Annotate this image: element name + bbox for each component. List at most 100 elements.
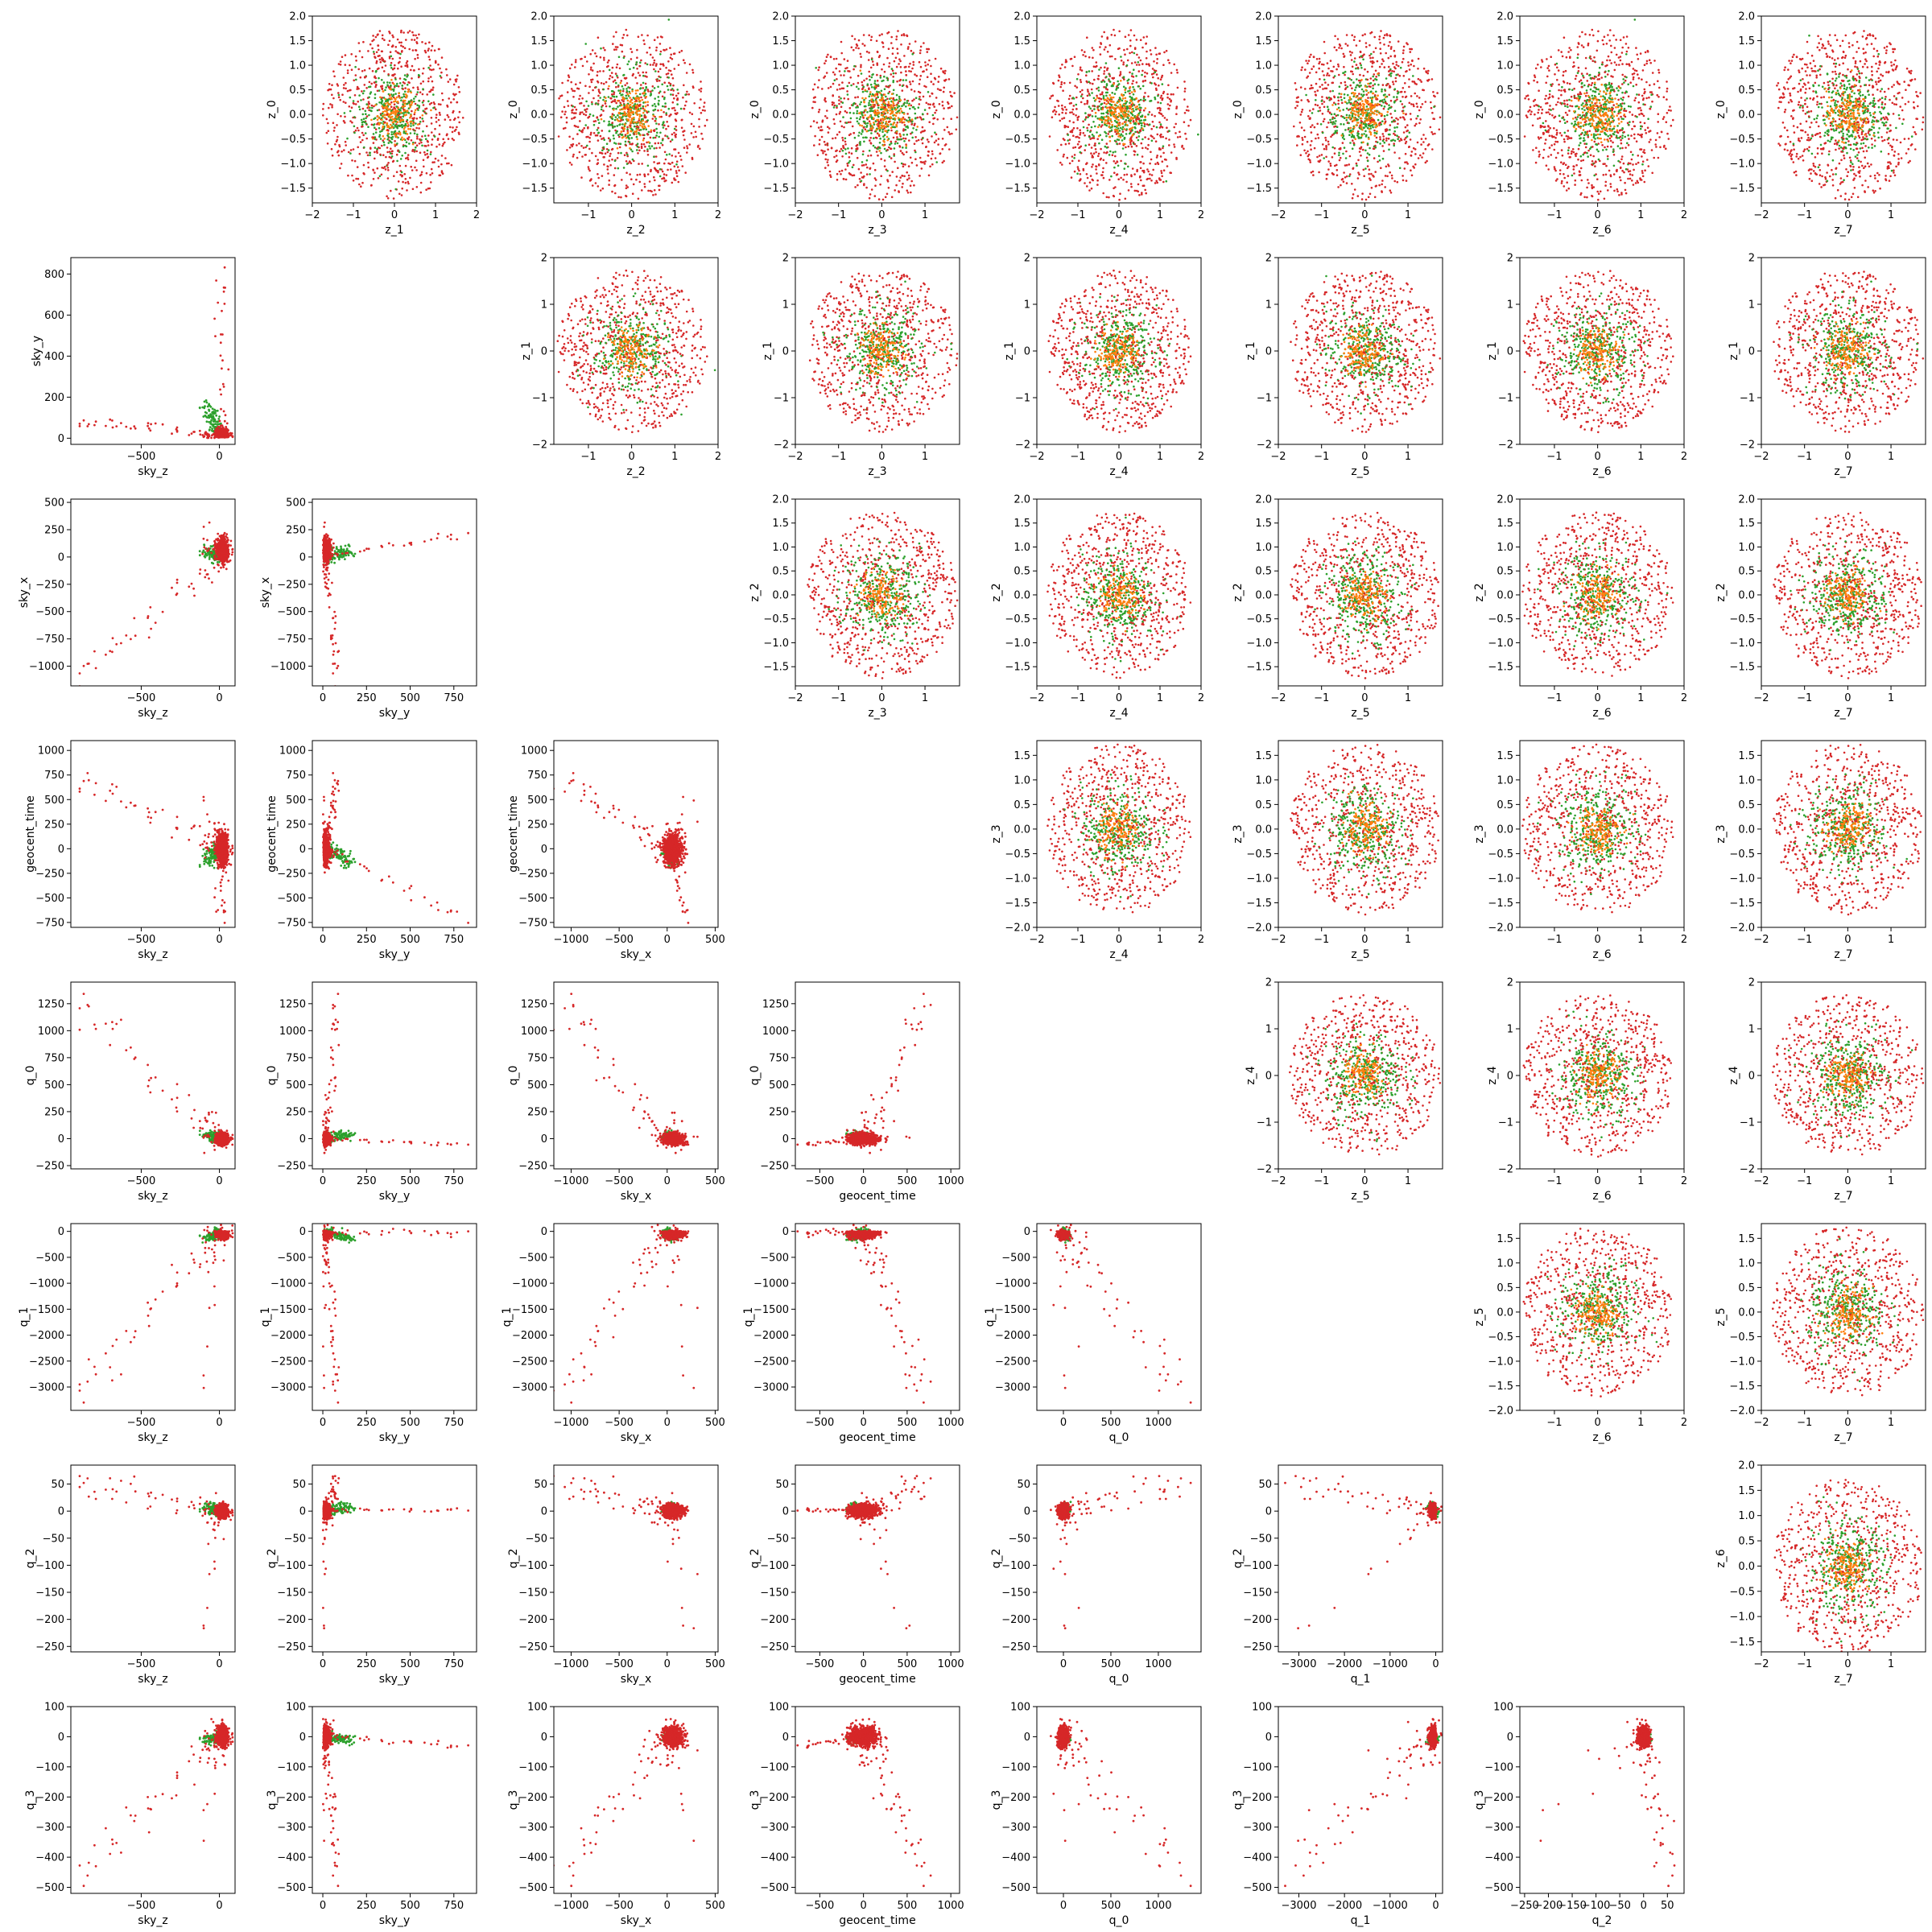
panel-z_0-vs-z_4-point-orange	[1130, 127, 1133, 130]
panel-z_0-vs-z_2-point-red	[592, 97, 595, 100]
panel-z_0-vs-z_3-point-green	[849, 112, 852, 114]
panel-z_0-vs-z_4-point-red	[1063, 117, 1066, 119]
panel-z_0-vs-z_3-point-green	[893, 72, 895, 75]
panel-z_0-vs-z_3-point-orange	[890, 105, 892, 108]
panel-z_0-vs-z_4-point-green	[1098, 142, 1100, 145]
panel-z_0-vs-z_2-point-red	[600, 135, 602, 138]
panel-z_0-vs-z_3-point-red	[859, 178, 861, 180]
panel-z_0-vs-z_2-point-red	[688, 143, 691, 146]
panel-z_0-vs-z_2-point-orange	[632, 105, 634, 108]
panel-z_0-vs-z_2-point-red	[560, 116, 563, 118]
panel-z_0-vs-z_4-point-red	[1103, 86, 1105, 89]
panel-z_0-vs-z_4-point-orange	[1126, 124, 1129, 126]
panel-z_0-vs-z_3-point-green	[878, 147, 881, 149]
panel-z_0-vs-z_1-point-green	[403, 78, 406, 80]
panel-z_0-vs-z_4-point-orange	[1121, 95, 1124, 97]
panel-z_0-vs-z_3-point-red	[878, 198, 881, 200]
panel-z_0-vs-z_4-point-orange	[1137, 108, 1140, 110]
panel-z_0-vs-z_3-point-red	[912, 61, 914, 64]
panel-z_0-vs-z_2-ylabel: z_0	[507, 100, 520, 118]
panel-z_0-vs-z_5-point-red	[1322, 88, 1324, 90]
panel-z_0-vs-z_2-point-green	[634, 126, 636, 128]
panel-z_0-vs-z_2-point-orange	[621, 137, 624, 139]
panel-z_0-vs-z_4-point-red	[1140, 39, 1142, 41]
panel-z_0-vs-z_4-point-red	[1099, 101, 1101, 103]
panel-z_0-vs-z_4-point-green	[1093, 108, 1096, 110]
panel-z_0-vs-z_1-xlabel: z_1	[385, 224, 403, 237]
panel-z_0-vs-z_4-point-red	[1150, 151, 1152, 154]
panel-z_0-vs-z_1-point-red	[357, 101, 359, 103]
panel-z_0-vs-z_1-point-green	[371, 107, 374, 109]
panel-z_0-vs-z_2-point-red	[580, 58, 582, 60]
panel-z_0-vs-z_4-point-orange	[1111, 114, 1113, 116]
panel-z_0-vs-z_3-point-red	[920, 161, 923, 163]
panel-z_0-vs-z_1-point-green	[415, 96, 417, 98]
panel-z_0-vs-z_2-point-red	[683, 138, 686, 141]
panel-z_0-vs-z_2-point-green	[642, 82, 645, 85]
panel-z_0-vs-z_4-point-red	[1108, 196, 1110, 199]
panel-z_0-vs-z_3-point-red	[906, 35, 909, 38]
panel-z_0-vs-z_1-point-red	[339, 167, 341, 170]
panel-z_0-vs-z_2-point-red	[590, 67, 592, 69]
panel-z_0-vs-z_1-point-red	[452, 111, 454, 114]
panel-z_0-vs-z_2-point-red	[566, 117, 568, 119]
panel-z_0-vs-z_2-point-green	[664, 102, 667, 105]
panel-z_0-vs-z_2-point-green	[600, 47, 602, 50]
panel-z_0-vs-z_1-point-green	[374, 93, 377, 96]
panel-z_0-vs-z_3-point-red	[877, 80, 879, 82]
panel-z_0-vs-z_4-point-red	[1080, 81, 1083, 84]
panel-z_0-vs-z_3-point-green	[901, 138, 903, 141]
panel-z_0-vs-z_3-point-red	[915, 140, 918, 142]
panel-z_0-vs-z_3-point-red	[864, 44, 866, 47]
panel-z_0-vs-z_3-point-red	[942, 138, 944, 140]
panel-z_0-vs-z_3-point-red	[949, 133, 952, 135]
panel-z_0-vs-z_1-point-orange	[411, 101, 414, 104]
panel-z_0-vs-z_2-point-red	[670, 56, 672, 59]
panel-z_0-vs-z_1-point-red	[449, 119, 452, 122]
panel-z_0-vs-z_3-point-red	[947, 103, 950, 105]
panel-z_0-vs-z_4-point-red	[1069, 102, 1071, 105]
panel-z_0-vs-z_4-point-green	[1129, 96, 1131, 98]
panel-z_0-vs-z_2-point-red	[589, 53, 592, 56]
panel-z_0-vs-z_1-point-red	[371, 105, 374, 107]
panel-z_0-vs-z_1-point-green	[363, 90, 365, 93]
panel-z_0-vs-z_2-point-red	[602, 47, 605, 49]
panel-z_0-vs-z_3-point-red	[914, 73, 916, 76]
panel-z_0-vs-z_1-point-green	[394, 78, 397, 80]
panel-z_0-vs-z_2-point-orange	[637, 107, 639, 109]
panel-z_0-vs-z_3-point-orange	[869, 91, 872, 93]
panel-z_0-vs-z_1-point-green	[365, 118, 367, 120]
panel-z_0-vs-z_1-point-red	[381, 51, 383, 53]
panel-z_0-vs-z_1-point-green	[410, 125, 412, 127]
panel-z_0-vs-z_2-point-red	[614, 192, 617, 195]
panel-z_0-vs-z_3-point-red	[919, 157, 922, 159]
panel-z_0-vs-z_1-point-red	[412, 34, 415, 36]
panel-z_0-vs-z_4-point-red	[1154, 182, 1157, 184]
panel-z_0-vs-z_1-point-red	[354, 94, 357, 97]
panel-z_0-vs-z_3-point-green	[924, 109, 927, 111]
panel-z_0-vs-z_3-point-red	[896, 80, 898, 83]
panel-z_0-vs-z_1-point-red	[430, 151, 432, 154]
panel-z_0-vs-z_4-point-red	[1084, 149, 1086, 151]
panel-z_0-vs-z_3-point-red	[868, 35, 870, 37]
panel-z_0-vs-z_4-point-red	[1088, 124, 1090, 126]
panel-z_0-vs-z_1-point-red	[358, 136, 361, 138]
panel-z_0-vs-z_3-point-red	[929, 95, 931, 97]
panel-z_0-vs-z_1-point-red	[438, 166, 440, 168]
panel-z_0-vs-z_1-point-red	[336, 136, 339, 138]
panel-z_0-vs-z_2-point-red	[671, 107, 674, 109]
panel-z_0-vs-z_3-point-red	[810, 126, 812, 128]
panel-z_0-vs-z_3-point-red	[913, 98, 915, 101]
panel-z_0-vs-z_5-point-red	[1422, 89, 1424, 91]
panel-z_0-vs-z_1-point-red	[431, 45, 434, 47]
panel-z_0-vs-z_2-point-red	[675, 129, 678, 131]
panel-z_0-vs-z_3-point-green	[868, 104, 870, 106]
panel-z_0-vs-z_2-point-red	[670, 114, 672, 116]
panel-z_0-vs-z_3-point-red	[854, 38, 857, 40]
panel-z_0-vs-z_2-point-red	[643, 173, 646, 175]
panel-z_0-vs-z_3-point-green	[844, 148, 847, 151]
panel-z_0-vs-z_2-point-green	[638, 132, 640, 134]
panel-z_0-vs-z_2-point-red	[608, 60, 610, 62]
panel-z_0-vs-z_4-point-red	[1118, 31, 1121, 33]
panel-z_0-vs-z_1-point-red	[377, 167, 379, 170]
